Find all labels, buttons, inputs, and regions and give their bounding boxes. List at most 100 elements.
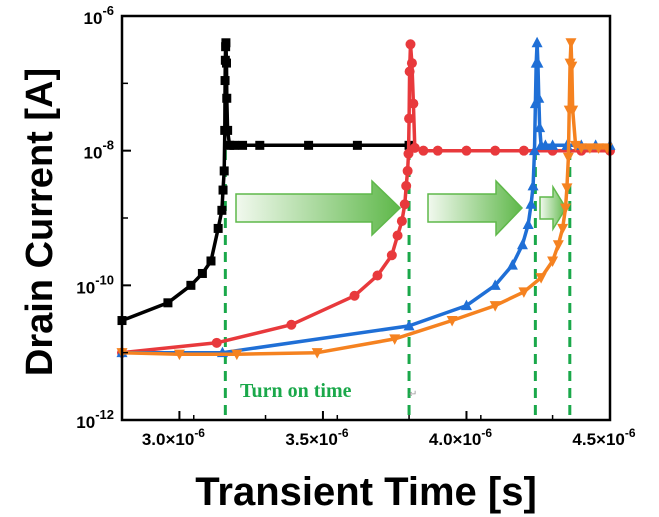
series-4 [116, 38, 613, 361]
series-1-point [217, 205, 227, 215]
series-1-point [218, 185, 228, 195]
series-1-point [220, 76, 230, 86]
series-2-point [399, 199, 410, 210]
series-2-point [349, 290, 360, 301]
series-2-point [403, 148, 414, 159]
series-4-point [389, 334, 401, 345]
series-4-point [560, 203, 572, 215]
series-4-point [593, 143, 605, 154]
series-2-point [418, 145, 429, 156]
series-2-point [404, 66, 415, 77]
series-3-point [516, 238, 528, 250]
y-tick-label: 10-8 [84, 138, 114, 163]
series-3-point [522, 218, 534, 230]
series-2-point [392, 230, 403, 241]
series-4-point [575, 143, 587, 154]
series-1-point [229, 140, 239, 150]
shift-arrows [235, 179, 567, 237]
shift-arrow-3 [539, 184, 567, 232]
series-1-point [255, 140, 265, 150]
y-tick-label: 10-12 [76, 407, 114, 432]
series-4-point [311, 348, 323, 359]
series-4-point [489, 301, 501, 312]
series-3-point [506, 259, 518, 270]
series-2-point [404, 113, 415, 124]
series-4-point [566, 61, 578, 73]
series-2-point [408, 98, 419, 109]
series-4-point [561, 183, 573, 194]
x-tick-label: 4.0×10-6 [429, 426, 492, 449]
series-2-point [518, 145, 529, 156]
series-3-point [533, 92, 545, 103]
series-4-point [547, 256, 559, 267]
series-4-point [518, 287, 530, 298]
series-2-point [461, 145, 472, 156]
series-2-point [211, 337, 222, 348]
series-3-point [534, 121, 546, 133]
series-1-point [304, 140, 314, 150]
series-4-point [562, 152, 574, 164]
series-3-point [489, 279, 501, 290]
series-2-point [286, 319, 297, 330]
series-3-point [525, 198, 537, 209]
series-2-point [409, 142, 420, 153]
series-3-point [529, 97, 541, 109]
series-2-point [402, 165, 413, 176]
series-4-point [173, 349, 185, 361]
x-tick-label: 4.5×10-6 [572, 426, 635, 449]
series-4-point [552, 240, 564, 251]
series-3-point [529, 144, 541, 156]
turn-on-time-annotation: Turn on time [240, 380, 352, 402]
y-tick-label: 10-6 [84, 3, 114, 28]
series-4-point [231, 349, 243, 361]
series-1-point [352, 140, 362, 150]
shift-arrow-2 [427, 179, 524, 237]
series-1-point [221, 38, 231, 48]
shift-arrow-1 [235, 179, 402, 237]
series-layer [116, 36, 616, 361]
series-1-point [223, 125, 233, 135]
series-1-point [213, 223, 223, 233]
series-2-point [396, 216, 407, 227]
series-2-point [490, 145, 501, 156]
turn-on-lines [223, 150, 572, 420]
series-1-point [219, 166, 229, 176]
series-4-point [557, 223, 569, 235]
series-4-point [535, 273, 547, 284]
small-arrow-glyph: ↵ [409, 389, 417, 400]
series-1 [117, 38, 414, 326]
series-3-point [460, 299, 472, 311]
series-3-point [539, 139, 551, 150]
axes: 3.0×10-6 3.5×10-6 4.0×10-6 4.5×10-6 10-12 10-… [76, 3, 636, 449]
series-1-point [163, 298, 173, 308]
x-axis-label: Transient Time [s] [195, 470, 537, 514]
series-2-point [386, 250, 397, 261]
x-tick-label: 3.5×10-6 [285, 426, 348, 449]
series-1-point [221, 58, 231, 68]
series-3-point [527, 179, 539, 191]
series-4-point [446, 316, 458, 327]
series-3-point [403, 319, 415, 331]
series-2-point [405, 39, 416, 50]
series-1-point [206, 256, 216, 266]
series-1-point [238, 140, 248, 150]
series-1-line [121, 41, 410, 323]
series-2-point [401, 180, 412, 191]
series-3-point [532, 57, 544, 68]
series-2-point [372, 270, 383, 281]
x-tick-label: 3.0×10-6 [142, 426, 205, 449]
series-3 [116, 36, 616, 358]
series-4-point [565, 38, 577, 49]
y-tick-label: 10-10 [76, 272, 114, 297]
series-1-point [222, 93, 232, 103]
series-2-point [406, 58, 417, 69]
series-3-point [531, 36, 543, 48]
series-4-point [584, 143, 596, 154]
series-1-point [197, 268, 207, 278]
series-4-point [567, 105, 579, 117]
series-2-point [432, 145, 443, 156]
series-3-point [547, 139, 559, 150]
series-1-point [186, 280, 196, 290]
y-axis-label: Drain Current [A] [19, 68, 61, 376]
